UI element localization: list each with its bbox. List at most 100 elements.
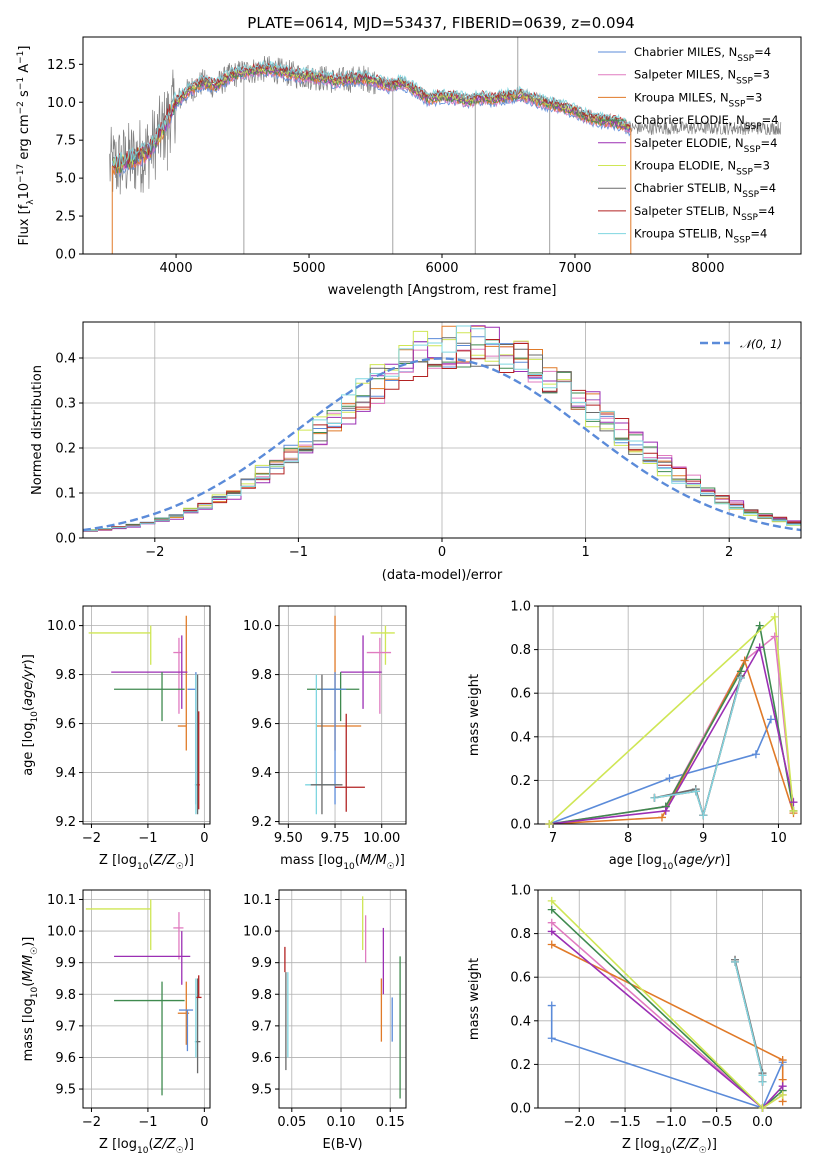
weight_age-frame [537, 605, 802, 825]
metal_mass-xtick-label: −2 [82, 1115, 101, 1130]
weight-point-marker [758, 1077, 767, 1086]
weight_age-ylabel: mass weight [467, 674, 482, 756]
weight-point-marker [778, 1056, 787, 1065]
weight-point-marker [740, 656, 749, 665]
weight_age-decor: 7 8 9 10 0.0 0.2 0.4 0.6 0.8 1.0 age [log10(age/yr… [467, 600, 802, 872]
spectrum-ytick-label: 10.0 [47, 96, 76, 111]
weight-point-marker [766, 715, 775, 724]
legend-entry: Salpeter STELIB, NSSP=4 [634, 204, 775, 223]
weight_age-ytick-label: 0.4 [510, 730, 531, 745]
metal_mass-plot [85, 899, 202, 1096]
spectrum-decor: 4000 5000 6000 7000 8000 0.0 2.5 5.0 7.5 10.0 12.5… [16, 36, 802, 298]
ebv_mass-plot [284, 896, 401, 1099]
metal_age-ytick-label: 9.6 [55, 717, 76, 732]
weight_metal-axes [538, 889, 801, 1109]
weight_metal-ytick-label: 0.2 [510, 1058, 531, 1073]
weight-point-marker [547, 1001, 556, 1010]
weight_age-ytick-label: 0.6 [510, 687, 531, 702]
weight-point-marker [545, 820, 554, 828]
weight-point-marker [751, 750, 760, 759]
spectrum-ytick-label: 12.5 [47, 58, 76, 73]
weight_age-xtick-label: 8 [624, 831, 632, 846]
ebv_mass-ytick-label: 9.6 [251, 1051, 272, 1066]
ebv_mass-xtick-label: 0.15 [376, 1115, 405, 1130]
mass_age-xtick-label: 10.00 [363, 831, 400, 846]
legend-entry: Chabrier STELIB, NSSP=4 [634, 181, 776, 200]
mass_age-xtick-label: 9.50 [274, 831, 303, 846]
mass_age-axes [279, 606, 406, 824]
spectrum-ytick-label: 7.5 [55, 134, 76, 149]
spectrum-xtick-label: 5000 [292, 261, 325, 276]
weight-series-line [551, 930, 784, 1108]
weight_age-xtick-label: 9 [699, 831, 707, 846]
weight-point-marker [755, 643, 764, 652]
weight-point-marker [547, 896, 556, 905]
metal_mass-axes [83, 890, 210, 1108]
weight_metal-ytick-label: 0.8 [510, 927, 531, 942]
residuals-xtick-label: −1 [289, 545, 308, 560]
weight_metal-xtick-label: −0.5 [701, 1115, 733, 1130]
weight-point-marker [778, 1082, 787, 1091]
weight_age-ytick-label: 1.0 [510, 600, 531, 615]
ebv_mass-decor: 0.05 0.10 0.15 9.5 9.6 9.7 9.8 9.9 10.0 10.1 E(B-V… [243, 889, 407, 1152]
weight-point-marker [547, 940, 556, 949]
ebv_mass-ytick-label: 9.9 [251, 956, 272, 971]
mass_age-ytick-label: 9.6 [251, 717, 272, 732]
weight_metal-ytick-label: 0.6 [510, 971, 531, 986]
metal_mass-xlabel: Z [log10(Z/Z☉)] [99, 1137, 194, 1156]
weight_age-xtick-label: 10 [770, 831, 787, 846]
mass_age-plot [305, 615, 395, 815]
weight_metal-xtick-label: 0.0 [752, 1115, 773, 1130]
mass_age-xlabel: mass [log10(M/M☉)] [280, 853, 405, 872]
weight_metal-ytick-label: 1.0 [510, 884, 531, 899]
weight-series-line [549, 645, 795, 824]
residual-histogram-step [83, 325, 801, 532]
residuals-plot [83, 325, 801, 532]
spectrum-xtick-label: 7000 [558, 261, 591, 276]
weight-point-marker [699, 811, 708, 820]
metal_mass-ytick-label: 10.1 [47, 893, 76, 908]
weight-point-marker [789, 798, 798, 807]
legend-entry: Kroupa ELODIE, NSSP=3 [634, 159, 770, 178]
residuals-xtick-label: −2 [145, 545, 164, 560]
weight-series-line [550, 1005, 784, 1108]
metal_age-ytick-label: 9.4 [55, 766, 76, 781]
weight-point-marker [731, 957, 740, 966]
legend-entry: Salpeter ELODIE, NSSP=4 [634, 136, 777, 155]
residuals-ylabel: Normed distribution [30, 365, 45, 495]
mass_age-decor: 9.50 9.75 10.00 9.2 9.4 9.6 9.8 10.0 mass [log10… [243, 605, 407, 872]
residuals-ytick-label: 0.0 [55, 532, 76, 547]
metal_age-xtick-label: 0 [200, 831, 208, 846]
metal_age-ytick-label: 9.2 [55, 815, 76, 830]
weight_metal-ytick-label: 0.4 [510, 1014, 531, 1029]
mass_age-ytick-label: 9.8 [251, 668, 272, 683]
weight-point-marker [657, 813, 666, 822]
metal_age-decor: −2 −1 0 9.2 9.4 9.6 9.8 10.0 Z [log10(Z/Z☉)] age … [21, 605, 211, 872]
ebv_mass-axes [279, 890, 406, 1108]
weight_age-ytick-label: 0.8 [510, 643, 531, 658]
residuals-xtick-label: 0 [438, 545, 446, 560]
spectrum-axes [109, 37, 782, 254]
spectrum-xtick-label: 4000 [160, 261, 193, 276]
weight-series-line [549, 719, 772, 824]
residual-histogram-step [83, 339, 801, 532]
spectrum-model-line [111, 59, 631, 168]
ebv_mass-xtick-label: 0.05 [277, 1115, 306, 1130]
legend-entry: Kroupa STELIB, NSSP=4 [634, 227, 767, 246]
metal_mass-decor: −2 −1 0 9.5 9.6 9.7 9.8 9.9 10.0 10.1 Z [log10(Z/Z… [21, 889, 211, 1156]
ebv_mass-ytick-label: 9.7 [251, 1019, 272, 1034]
ebv_mass-ytick-label: 9.8 [251, 988, 272, 1003]
figure-title: PLATE=0614, MJD=53437, FIBERID=0639, z=0… [247, 14, 634, 32]
metal_age-ylabel: age [log10(age/yr)] [21, 654, 40, 776]
weight_age-xlabel: age [log10(age/yr)] [609, 853, 731, 872]
metal_age-plot [88, 615, 200, 815]
spectrum-model-line [112, 62, 631, 169]
weight-point-marker [691, 787, 700, 796]
weight_metal-xlabel: Z [log10(Z/Z☉)] [622, 1137, 717, 1156]
ebv_mass-xlabel: E(B-V) [322, 1137, 362, 1152]
spectrum-xtick-label: 8000 [691, 261, 724, 276]
legend-entry: Salpeter MILES, NSSP=3 [634, 68, 770, 87]
legend-entry: Chabrier ELODIE, NSSP=4 [634, 113, 779, 132]
